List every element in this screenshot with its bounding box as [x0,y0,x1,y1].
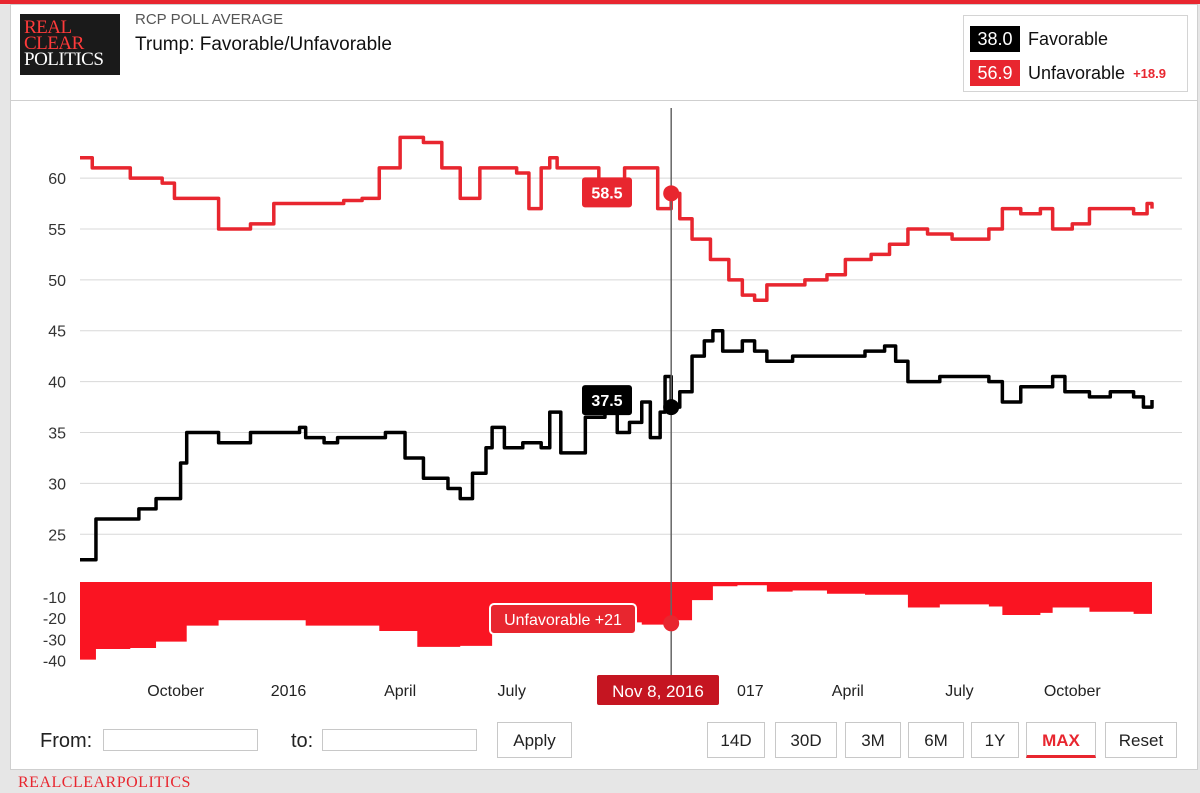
unfavorable-hover-badge [582,177,632,208]
legend-unfavorable[interactable]: 56.9 Unfavorable +18.9 [970,60,1166,86]
y-tick-label: 45 [48,324,66,341]
unfavorable-hover-value: 58.5 [591,185,622,202]
favorable-series-line [80,328,1154,562]
y-tick-label: 25 [48,527,66,544]
spread-y-tick-label: -20 [43,611,66,628]
logo-line-1: REAL [24,17,72,38]
to-label: to: [291,730,314,752]
unfavorable-value-badge: 56.9 [970,60,1020,86]
spread-hover-dot [663,615,680,632]
range-1y-button[interactable]: 1Y [971,722,1019,758]
x-axis-label: October [1044,683,1102,700]
chart-subtitle: RCP POLL AVERAGE [135,11,284,28]
range-max-button[interactable]: MAX [1026,722,1096,758]
spread-hover-label: Unfavorable +21 [504,612,622,629]
x-axis-label: 2016 [271,683,307,700]
y-tick-label: 40 [48,375,66,392]
rcp-logo[interactable]: REAL CLEAR POLITICS [20,14,120,75]
unfavorable-series-line [80,135,1154,302]
favorable-legend-label: Favorable [1028,28,1109,49]
favorable-hover-dot [663,399,680,416]
footer-logo[interactable]: REALCLEARPOLITICS [18,774,191,791]
reset-button[interactable]: Reset [1105,722,1177,758]
x-axis-label: July [945,683,973,700]
x-axis-label: April [384,683,416,700]
spread-value: +18.9 [1133,65,1166,81]
apply-button[interactable]: Apply [497,722,572,758]
legend-favorable[interactable]: 38.0 Favorable [970,26,1108,52]
y-tick-label: 30 [48,476,66,493]
range-14d-button[interactable]: 14D [707,722,765,758]
spread-y-tick-label: -40 [43,654,66,671]
x-axis-label: October [147,683,205,700]
from-date-input[interactable] [103,729,258,751]
favorable-value-badge: 38.0 [970,26,1020,52]
from-label: From: [40,730,93,752]
y-tick-label: 60 [48,171,66,188]
unfavorable-legend-label: Unfavorable [1028,62,1126,83]
spread-y-tick-label: -30 [43,632,66,649]
x-axis-label: July [498,683,526,700]
range-30d-button[interactable]: 30D [775,722,837,758]
date-controls: From: to: Apply 14D 30D 3M 6M 1Y MAX Res… [10,714,1198,770]
favorable-hover-badge [582,385,632,416]
x-axis-label: April [832,683,864,700]
range-6m-button[interactable]: 6M [908,722,964,758]
spread-hover-badge [489,603,637,635]
favorable-hover-value: 37.5 [591,393,622,410]
y-tick-label: 55 [48,222,66,239]
hover-date-badge [597,675,719,705]
chart-title: Trump: Favorable/Unfavorable [135,34,392,55]
top-accent-rule [0,0,1200,4]
logo-line-3: POLITICS [24,49,104,70]
range-3m-button[interactable]: 3M [845,722,901,758]
to-date-input[interactable] [322,729,477,751]
x-axis-label: 017 [737,683,764,700]
y-tick-label: 50 [48,273,66,290]
hover-date-label: Nov 8, 2016 [612,682,704,701]
spread-y-tick-label: -10 [43,590,66,607]
legend-box: 38.0 Favorable 56.9 Unfavorable +18.9 [963,15,1188,92]
logo-line-2: CLEAR [24,33,84,54]
y-tick-label: 35 [48,426,66,443]
unfavorable-hover-dot [663,185,680,202]
